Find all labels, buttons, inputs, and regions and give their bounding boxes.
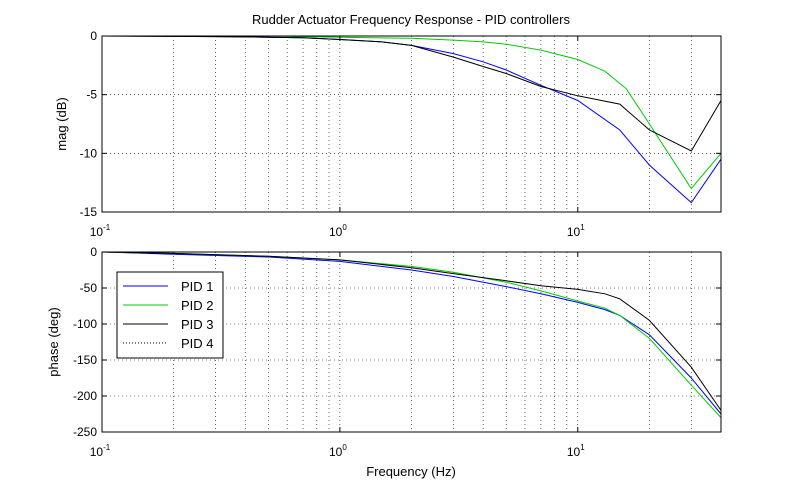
phase-series-pid-1	[101, 251, 722, 415]
magnitude-series-pid-2	[102, 35, 722, 190]
phase-xtick-label: 100	[329, 443, 347, 459]
magnitude-panel: 0 -5 -10 -15 10-1 100 101 mag (dB)	[54, 29, 722, 239]
phase-ytick-label: -200	[73, 389, 97, 403]
magnitude-ytick-label: -5	[86, 88, 97, 102]
legend-label-pid-2: PID 2	[181, 298, 214, 313]
legend: PID 1 PID 2 PID 3 PID 4	[116, 271, 224, 359]
phase-ytick-label: -50	[80, 281, 98, 295]
magnitude-series	[101, 35, 722, 204]
magnitude-xtick-label: 101	[567, 223, 585, 239]
legend-label-pid-4: PID 4	[181, 336, 214, 351]
magnitude-xtick-label: 10-1	[90, 223, 111, 239]
phase-axes-box	[101, 251, 722, 433]
phase-ytick-label: -100	[73, 317, 97, 331]
phase-xtick-label: 10-1	[90, 443, 111, 459]
magnitude-y-axis-label: mag (dB)	[54, 97, 69, 150]
phase-xtick-label: 101	[567, 443, 585, 459]
legend-label-pid-3: PID 3	[181, 317, 214, 332]
phase-y-axis-label: phase (deg)	[46, 307, 61, 376]
chart-title: Rudder Actuator Frequency Response - PID…	[252, 12, 570, 27]
magnitude-ytick-label: 0	[90, 29, 97, 43]
magnitude-axes-box	[101, 35, 722, 213]
phase-ytick-label: -250	[73, 425, 97, 439]
phase-series	[101, 251, 722, 418]
phase-ytick-label: 0	[90, 245, 97, 259]
x-axis-label: Frequency (Hz)	[366, 464, 456, 479]
magnitude-ticks: 0 -5 -10 -15 10-1 100 101	[80, 29, 721, 239]
phase-series-pid-3	[101, 251, 722, 411]
legend-label-pid-1: PID 1	[181, 279, 214, 294]
phase-ticks: 0 -50 -100 -150 -200 -250 10-1 100 101	[73, 245, 721, 459]
phase-panel: 0 -50 -100 -150 -200 -250 10-1 100 101 phase (de…	[46, 245, 722, 479]
phase-ytick-label: -150	[73, 353, 97, 367]
magnitude-xtick-label: 100	[329, 223, 347, 239]
magnitude-ytick-label: -10	[80, 146, 98, 160]
magnitude-series-pid-3	[101, 35, 722, 152]
magnitude-ytick-label: -15	[80, 205, 98, 219]
